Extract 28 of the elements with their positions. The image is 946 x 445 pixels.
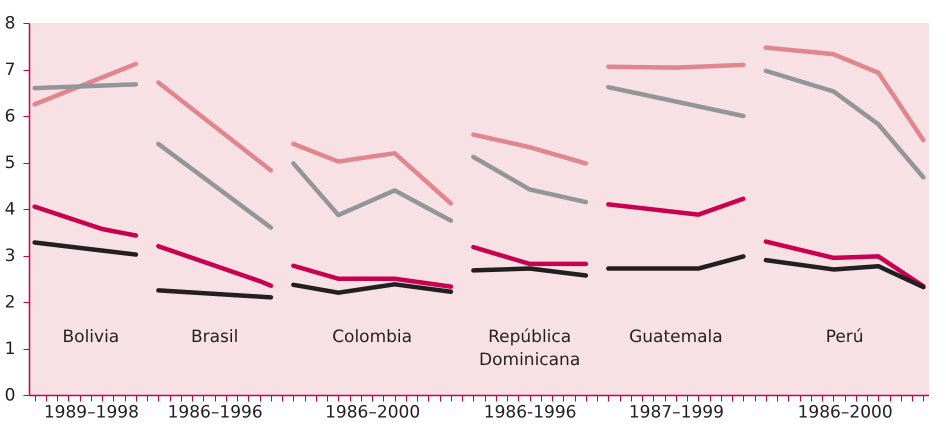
x-tick-label: 1986–2000 [798,402,893,422]
line-series [764,239,926,288]
y-tick-label: 4 [4,200,16,220]
y-tick-label: 3 [4,246,16,266]
x-tick-label: 1986-1996 [484,402,576,422]
annotation: Colombia [332,327,412,347]
annotation: Brasil [190,327,238,347]
annotation: Guatemala [629,327,723,347]
line-series [764,45,926,142]
y-tick-label: 6 [4,106,16,126]
line-series [764,258,926,290]
x-tick-label: 1986–1996 [168,402,263,422]
y-tick-label: 8 [4,14,16,34]
x-tick-label: 1989–1998 [44,402,139,422]
annotation: República Dominicana [479,327,580,370]
annotation: Bolivia [62,327,120,347]
line-series [291,142,454,206]
y-tick-label: 1 [4,339,16,359]
y-tick-label: 7 [4,60,16,80]
annotation: Perú [826,327,864,347]
line-series [291,282,454,295]
line-series [291,161,454,223]
line-series [764,68,926,180]
y-tick-label: 0 [4,386,16,406]
y-tick-label: 5 [4,153,16,173]
x-tick-label: 1986–2000 [325,402,420,422]
x-tick-label: 1987–1999 [628,402,724,422]
y-tick-label: 2 [4,292,16,312]
